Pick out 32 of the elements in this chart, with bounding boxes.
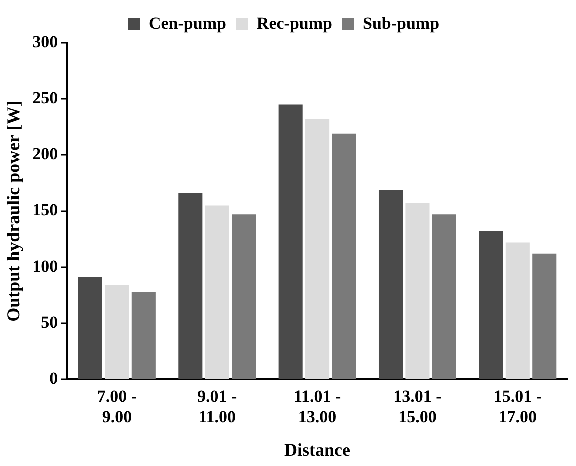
bar xyxy=(105,285,130,380)
bar xyxy=(406,203,430,380)
y-tick-label: 300 xyxy=(32,32,58,52)
bar xyxy=(306,119,330,380)
x-tick-label: 9.01 - 11.00 xyxy=(198,387,238,427)
y-tick-label: 50 xyxy=(41,312,58,332)
legend-label: Rec-pump xyxy=(256,14,332,33)
bar xyxy=(532,254,557,380)
bar xyxy=(78,278,102,380)
bar xyxy=(132,292,156,380)
y-tick-label: 100 xyxy=(32,256,58,276)
y-tick-label: 0 xyxy=(50,368,58,388)
x-tick-label: 11.01 - 13.00 xyxy=(294,387,342,427)
y-tick-label: 200 xyxy=(32,144,58,164)
x-tick-label: 15.01 - 17.00 xyxy=(494,387,542,427)
bar xyxy=(378,190,404,380)
x-tick-label: 7.00 - 9.00 xyxy=(97,387,138,427)
bar xyxy=(479,231,504,380)
x-tick-label: 13.01 - 15.00 xyxy=(394,387,442,427)
y-tick-label: 150 xyxy=(32,200,58,220)
bar xyxy=(232,214,256,380)
x-axis-title: Distance xyxy=(284,440,351,460)
y-tick-label: 250 xyxy=(32,88,58,108)
bar xyxy=(432,214,456,380)
bar xyxy=(278,104,303,380)
bar xyxy=(332,134,356,380)
bar xyxy=(205,206,230,380)
legend-label: Sub-pump xyxy=(362,14,440,33)
y-axis-title: Output hydraulic power [W] xyxy=(3,100,24,322)
bar xyxy=(178,193,203,380)
legend-label: Cen-pump xyxy=(148,14,226,33)
bar xyxy=(506,242,530,380)
